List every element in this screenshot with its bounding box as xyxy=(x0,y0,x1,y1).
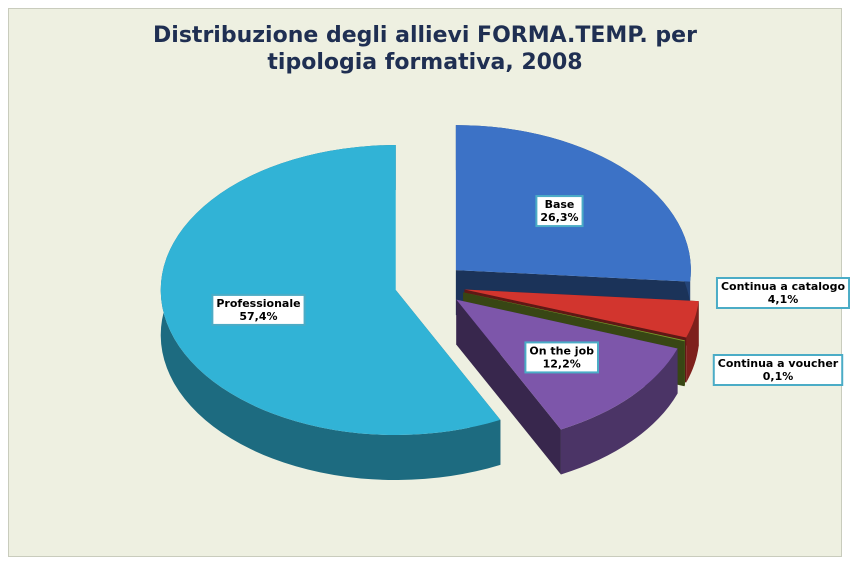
chart-title: Distribuzione degli allievi FORMA.TEMP. … xyxy=(153,23,697,75)
slice-wall xyxy=(686,301,699,383)
label-name: Continua a catalogo xyxy=(721,280,845,293)
label-name: On the job xyxy=(529,344,594,357)
label-box xyxy=(535,195,584,228)
slice xyxy=(463,292,685,342)
slice-wall xyxy=(160,145,501,481)
slice-side xyxy=(456,299,561,475)
label-value: 26,3% xyxy=(540,211,578,224)
slice xyxy=(160,145,501,436)
label-value: 57,4% xyxy=(239,310,277,323)
label-name: Continua a voucher xyxy=(718,357,839,370)
label-box xyxy=(211,293,306,326)
label-value: 0,1% xyxy=(763,370,794,383)
label-box xyxy=(712,354,844,386)
label-name: Professionale xyxy=(216,297,300,310)
label-box xyxy=(715,277,850,309)
label-box xyxy=(524,341,600,374)
label-name: Base xyxy=(545,198,575,211)
slice-wall xyxy=(560,348,678,475)
label-value: 12,2% xyxy=(543,357,581,370)
slice xyxy=(464,289,699,338)
label-value: 4,1% xyxy=(768,293,799,306)
